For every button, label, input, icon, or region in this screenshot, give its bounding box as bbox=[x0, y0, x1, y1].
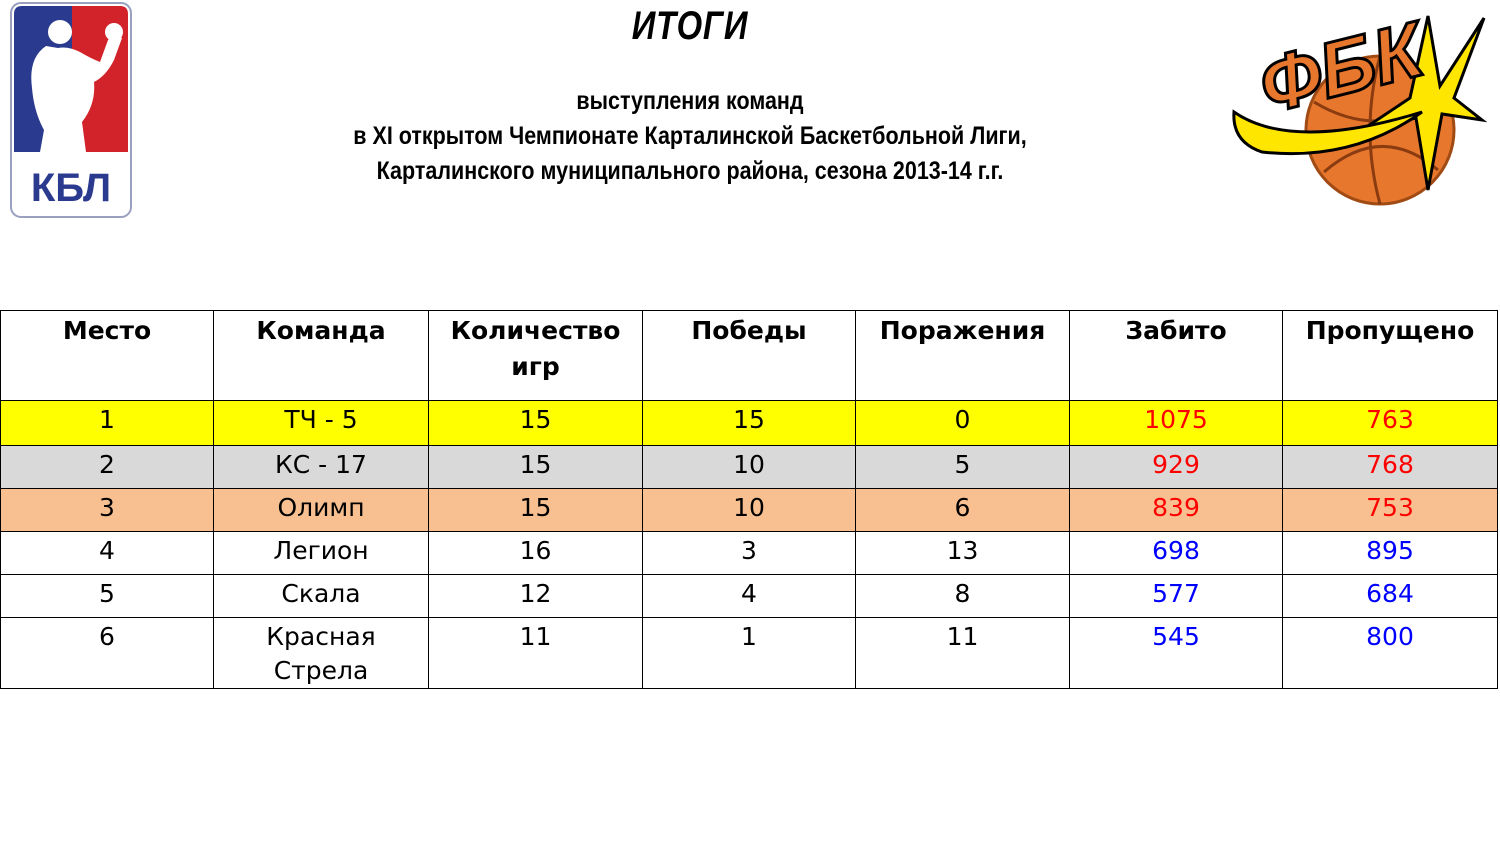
page-title: ИТОГИ bbox=[631, 4, 749, 48]
cell-wins: 10 bbox=[642, 445, 856, 489]
cell-wins: 1 bbox=[642, 617, 856, 689]
cell-losses: 5 bbox=[855, 445, 1070, 489]
page-subtitle: выступления команд в XI открытом Чемпион… bbox=[240, 84, 1140, 189]
subtitle-line-3: Карталинского муниципального района, сез… bbox=[376, 157, 1004, 185]
cell-team: Скала bbox=[213, 574, 429, 618]
cell-scored: 577 bbox=[1069, 574, 1283, 618]
svg-text:КБЛ: КБЛ bbox=[31, 166, 111, 210]
cell-losses: 13 bbox=[855, 531, 1070, 575]
table-row: 5 Скала 12 4 8 577 684 bbox=[0, 574, 1498, 618]
cell-scored: 1075 bbox=[1069, 400, 1283, 446]
cell-place: 1 bbox=[0, 400, 214, 446]
table-row: 2 КС - 17 15 10 5 929 768 bbox=[0, 445, 1498, 489]
cell-team: КС - 17 bbox=[213, 445, 429, 489]
col-header-games: Количество игр bbox=[428, 310, 643, 401]
cell-wins: 4 bbox=[642, 574, 856, 618]
cell-conceded: 800 bbox=[1282, 617, 1498, 689]
table-header-row: Место Команда Количество игр Победы Пора… bbox=[0, 310, 1498, 401]
cell-place: 3 bbox=[0, 488, 214, 532]
subtitle-line-2: в XI открытом Чемпионате Карталинской Ба… bbox=[353, 122, 1027, 150]
cell-losses: 6 bbox=[855, 488, 1070, 532]
cell-conceded: 895 bbox=[1282, 531, 1498, 575]
table-row: 6 Красная Стрела 11 1 11 545 800 bbox=[0, 617, 1498, 689]
col-header-team: Команда bbox=[213, 310, 429, 401]
cell-games: 15 bbox=[428, 488, 643, 532]
table-row: 4 Легион 16 3 13 698 895 bbox=[0, 531, 1498, 575]
col-header-place: Место bbox=[0, 310, 214, 401]
cell-losses: 11 bbox=[855, 617, 1070, 689]
cell-games: 11 bbox=[428, 617, 643, 689]
table-row: 3 Олимп 15 10 6 839 753 bbox=[0, 488, 1498, 532]
cell-scored: 839 bbox=[1069, 488, 1283, 532]
cell-conceded: 768 bbox=[1282, 445, 1498, 489]
col-header-scored: Забито bbox=[1069, 310, 1283, 401]
cell-scored: 545 bbox=[1069, 617, 1283, 689]
cell-conceded: 684 bbox=[1282, 574, 1498, 618]
cell-conceded: 753 bbox=[1282, 488, 1498, 532]
cell-losses: 0 bbox=[855, 400, 1070, 446]
cell-games: 15 bbox=[428, 400, 643, 446]
cell-team: Олимп bbox=[213, 488, 429, 532]
cell-losses: 8 bbox=[855, 574, 1070, 618]
cell-team: Красная Стрела bbox=[213, 617, 429, 689]
fbk-logo: ФБК bbox=[1232, 2, 1487, 206]
cell-team: Легион bbox=[213, 531, 429, 575]
cell-scored: 929 bbox=[1069, 445, 1283, 489]
cell-wins: 15 bbox=[642, 400, 856, 446]
cell-place: 6 bbox=[0, 617, 214, 689]
col-header-conceded: Пропущено bbox=[1282, 310, 1498, 401]
table-row: 1 ТЧ - 5 15 15 0 1075 763 bbox=[0, 400, 1498, 446]
cell-games: 12 bbox=[428, 574, 643, 618]
standings-table: Место Команда Количество игр Победы Пора… bbox=[0, 310, 1498, 689]
cell-games: 15 bbox=[428, 445, 643, 489]
subtitle-line-1: выступления команд bbox=[576, 87, 804, 115]
cell-scored: 698 bbox=[1069, 531, 1283, 575]
col-header-losses: Поражения bbox=[855, 310, 1070, 401]
kbl-logo: КБЛ bbox=[10, 2, 132, 218]
col-header-wins: Победы bbox=[642, 310, 856, 401]
cell-team: ТЧ - 5 bbox=[213, 400, 429, 446]
cell-games: 16 bbox=[428, 531, 643, 575]
cell-place: 5 bbox=[0, 574, 214, 618]
cell-conceded: 763 bbox=[1282, 400, 1498, 446]
cell-wins: 10 bbox=[642, 488, 856, 532]
cell-place: 2 bbox=[0, 445, 214, 489]
cell-wins: 3 bbox=[642, 531, 856, 575]
cell-place: 4 bbox=[0, 531, 214, 575]
